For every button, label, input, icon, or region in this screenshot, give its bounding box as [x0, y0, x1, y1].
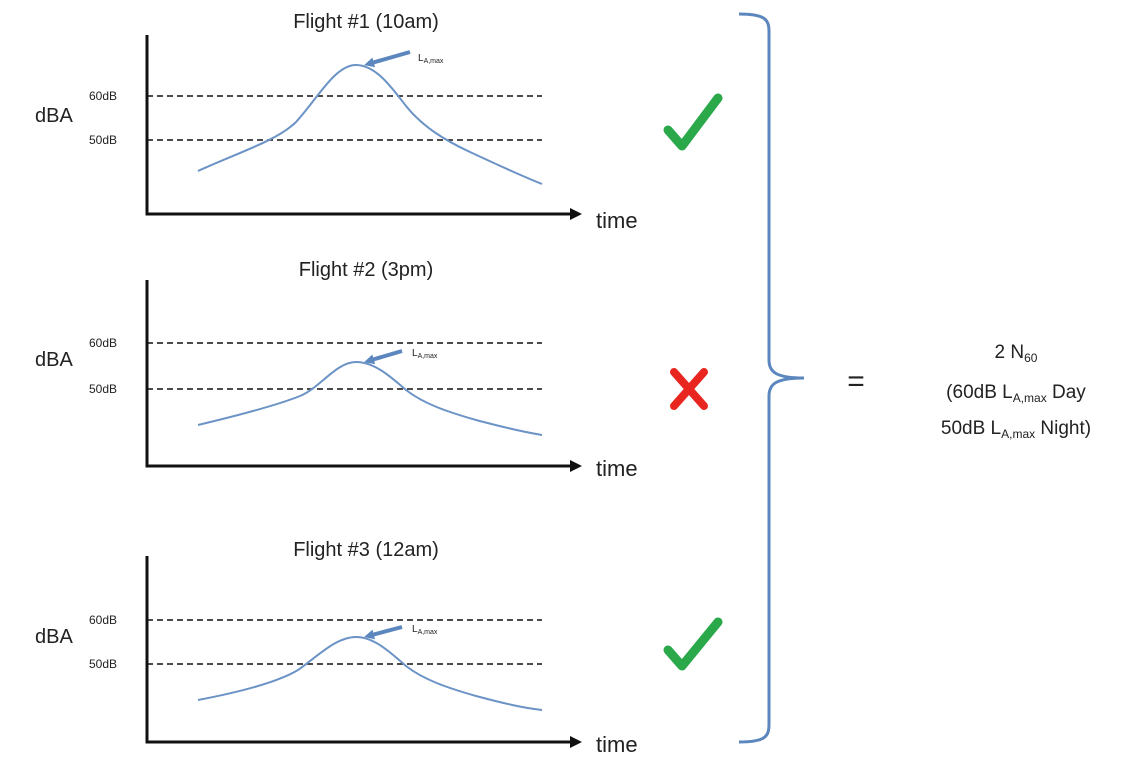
y-axis-label: dBA	[35, 626, 73, 648]
check-icon	[663, 617, 723, 671]
result-day-rule: (60dB LA,max Day	[946, 382, 1086, 405]
noise-curve	[197, 360, 543, 436]
tick-label-60db: 60dB	[89, 336, 117, 350]
noise-curve	[197, 63, 543, 185]
lamax-label: LA,max	[418, 53, 444, 65]
panel-title: Flight #2 (3pm)	[299, 259, 434, 281]
equals-sign: =	[847, 365, 865, 398]
flight-panel-3: Flight #3 (12am) dBA time 60dB 50dB LA,m…	[35, 539, 723, 757]
axes	[145, 35, 578, 216]
check-icon	[663, 93, 723, 151]
result-count: 2 N60	[995, 342, 1038, 365]
y-axis-label: dBA	[35, 105, 73, 127]
result-night-rule: 50dB LA,max Night)	[941, 418, 1091, 441]
tick-label-50db: 50dB	[89, 382, 117, 396]
flight-panel-2: Flight #2 (3pm) dBA time 60dB 50dB LA,ma…	[35, 259, 708, 481]
tick-label-60db: 60dB	[89, 613, 117, 627]
lamax-arrow	[364, 349, 403, 365]
axes	[145, 280, 578, 468]
tick-label-60db: 60dB	[89, 89, 117, 103]
x-axis-label: time	[596, 732, 638, 757]
panel-title: Flight #1 (10am)	[293, 11, 439, 33]
y-axis-label: dBA	[35, 349, 73, 371]
x-axis-label: time	[596, 208, 638, 233]
x-axis-arrow	[570, 460, 582, 472]
axes	[145, 556, 578, 744]
x-axis-arrow	[570, 736, 582, 748]
lamax-arrow	[364, 625, 403, 640]
tick-label-50db: 50dB	[89, 657, 117, 671]
flight-panel-1: Flight #1 (10am) dBA time 60dB 50dB LA,m…	[35, 11, 723, 233]
x-axis-label: time	[596, 456, 638, 481]
curly-brace	[738, 12, 805, 744]
x-axis-arrow	[570, 208, 582, 220]
noise-curve	[197, 635, 543, 711]
lamax-label: LA,max	[412, 348, 438, 360]
tick-label-50db: 50dB	[89, 133, 117, 147]
lamax-arrow	[364, 50, 411, 68]
lamax-label: LA,max	[412, 624, 438, 636]
cross-icon	[670, 368, 708, 410]
panel-title: Flight #3 (12am)	[293, 539, 439, 561]
